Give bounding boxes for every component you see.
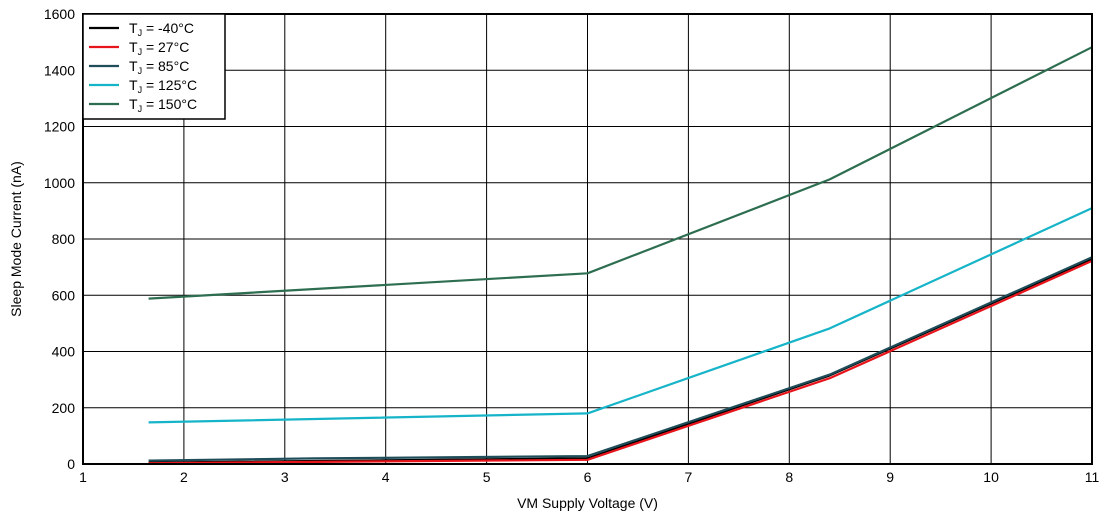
legend: TJ = -40°CTJ = 27°CTJ = 85°CTJ = 125°CTJ… [82,13,226,120]
legend-label-subscript: J [138,66,143,76]
series-line-2 [148,256,1093,462]
series-line-4 [148,46,1093,300]
series-line-1 [148,259,1093,465]
legend-label: TJ = -40°C [129,20,194,38]
x-tick-label: 1 [79,469,87,485]
x-tick-label: 6 [584,469,592,485]
legend-label-suffix: = -40°C [142,20,194,36]
legend-label-suffix: = 27°C [142,39,189,55]
legend-label: TJ = 85°C [129,58,189,76]
legend-label-prefix: T [129,96,138,112]
y-tick-label: 1200 [44,119,75,135]
legend-label-suffix: = 125°C [142,77,197,93]
y-tick-label: 200 [52,400,76,416]
y-tick-label: 0 [67,456,75,472]
x-tick-label: 5 [483,469,491,485]
x-tick-label: 8 [785,469,793,485]
legend-label: TJ = 27°C [129,39,189,57]
series-lines [148,46,1093,465]
y-axis-ticks: 0 200 400 600 800 1000 1200 1400 1600 [44,6,75,472]
series-line-3 [148,207,1093,424]
x-tick-label: 11 [1085,469,1100,485]
legend-label-subscript: J [138,104,143,114]
x-axis-label: VM Supply Voltage (V) [517,495,658,511]
y-tick-label: 1000 [44,175,75,191]
legend-label-subscript: J [138,28,143,38]
legend-label-suffix: = 85°C [142,58,189,74]
legend-label-prefix: T [129,20,138,36]
x-axis-ticks: 1 2 3 4 5 6 7 8 9 10 11 [79,469,1099,485]
y-tick-label: 400 [52,344,76,360]
legend-label-subscript: J [138,85,143,95]
series-line-0 [148,257,1093,464]
legend-label-prefix: T [129,58,138,74]
legend-label-prefix: T [129,39,138,55]
y-tick-label: 600 [52,287,76,303]
legend-label: TJ = 150°C [129,96,197,114]
x-tick-label: 7 [685,469,693,485]
x-tick-label: 3 [281,469,289,485]
legend-label: TJ = 125°C [129,77,197,95]
y-tick-label: 800 [52,231,76,247]
x-tick-label: 2 [180,469,188,485]
grid [82,13,1093,465]
x-tick-label: 4 [382,469,390,485]
legend-label-suffix: = 150°C [142,96,197,112]
y-axis-label: Sleep Mode Current (nA) [8,161,24,317]
x-tick-label: 10 [983,469,999,485]
plot-frame [82,13,1093,465]
y-tick-label: 1400 [44,62,75,78]
x-tick-label: 9 [886,469,894,485]
legend-label-subscript: J [138,47,143,57]
legend-label-prefix: T [129,77,138,93]
y-tick-label: 1600 [44,6,75,22]
